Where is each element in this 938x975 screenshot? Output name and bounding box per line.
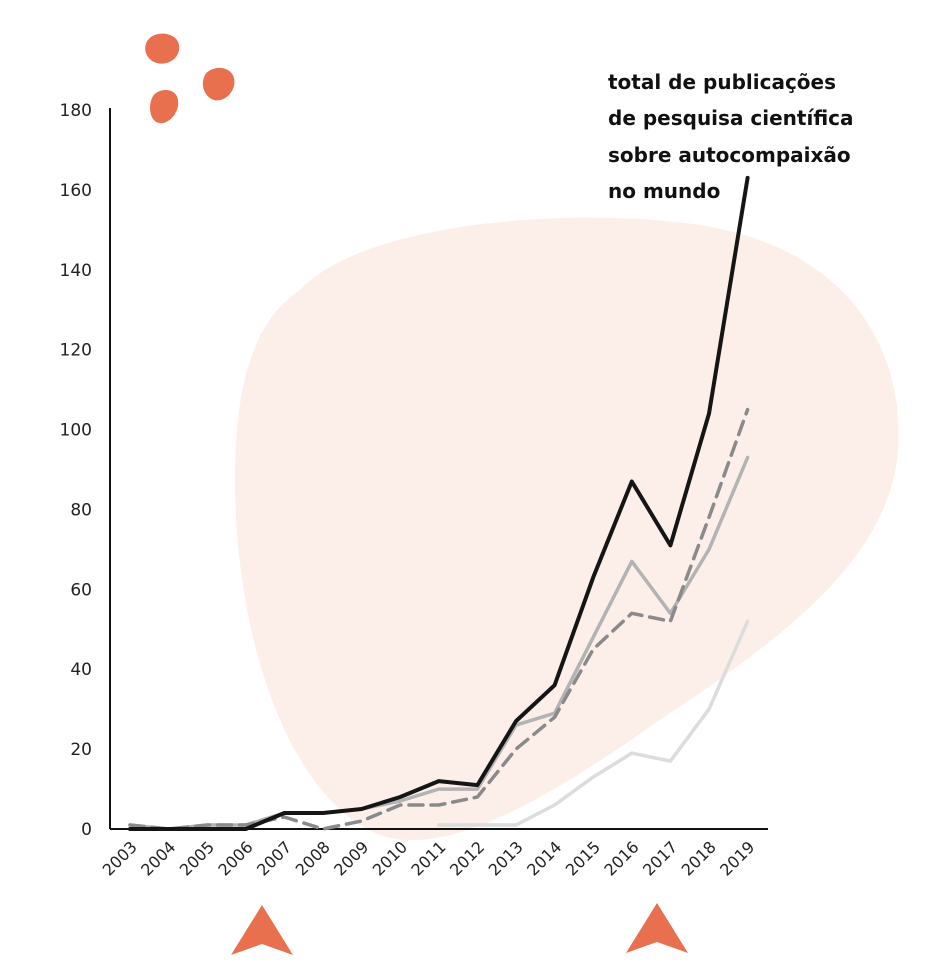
background-blob bbox=[235, 217, 899, 841]
y-tick-label: 80 bbox=[70, 500, 92, 520]
x-tick-label: 2013 bbox=[485, 837, 527, 879]
x-tick-label: 2017 bbox=[639, 837, 681, 879]
decorative-dots bbox=[145, 33, 235, 124]
y-tick-label: 160 bbox=[60, 181, 92, 201]
title-line: de pesquisa científica bbox=[608, 106, 854, 130]
x-tick-label: 2004 bbox=[137, 837, 179, 879]
y-tick-label: 20 bbox=[70, 740, 92, 760]
series-layer bbox=[128, 175, 750, 831]
title-line: sobre autocompaixão bbox=[608, 143, 851, 167]
x-tick-label: 2009 bbox=[330, 837, 372, 879]
x-tick-label: 2014 bbox=[523, 837, 565, 879]
x-tick-label: 2010 bbox=[369, 837, 411, 879]
y-tick-labels: 0 20 40 60 80 100 120 140 160 180 bbox=[60, 101, 92, 840]
y-tick-label: 180 bbox=[60, 101, 92, 121]
x-tick-label: 2006 bbox=[214, 837, 256, 879]
title-line: total de publicações bbox=[608, 70, 836, 94]
arrow-up-icon bbox=[626, 903, 688, 953]
x-tick-label: 2005 bbox=[176, 837, 218, 879]
x-tick-label: 2008 bbox=[292, 837, 334, 879]
title-line: no mundo bbox=[608, 179, 720, 203]
y-tick-label: 100 bbox=[60, 421, 92, 441]
dot-shape bbox=[202, 67, 235, 101]
decorative-arrows bbox=[231, 903, 688, 955]
x-tick-label: 2003 bbox=[99, 837, 141, 879]
y-tick-label: 0 bbox=[81, 820, 92, 840]
chart-title: total de publicações de pesquisa científ… bbox=[608, 70, 860, 203]
x-tick-label: 2015 bbox=[562, 837, 604, 879]
x-tick-label: 2016 bbox=[600, 837, 642, 879]
series-light-line bbox=[437, 619, 750, 827]
x-tick-label: 2012 bbox=[446, 837, 488, 879]
x-tick-label: 2011 bbox=[407, 837, 449, 879]
dot-shape bbox=[150, 90, 179, 124]
y-tick-label: 60 bbox=[70, 580, 92, 600]
series-black-line bbox=[128, 175, 750, 831]
x-tick-label: 2019 bbox=[716, 837, 758, 879]
x-tick-label: 2007 bbox=[253, 837, 295, 879]
series-dashed-line bbox=[128, 407, 750, 831]
x-tick-labels: 2003200420052006200720082009201020112012… bbox=[99, 837, 759, 879]
dot-shape bbox=[145, 33, 180, 64]
y-tick-label: 140 bbox=[60, 261, 92, 281]
y-tick-label: 40 bbox=[70, 660, 92, 680]
arrow-up-icon bbox=[231, 905, 293, 955]
x-tick-label: 2018 bbox=[678, 837, 720, 879]
y-tick-label: 120 bbox=[60, 341, 92, 361]
